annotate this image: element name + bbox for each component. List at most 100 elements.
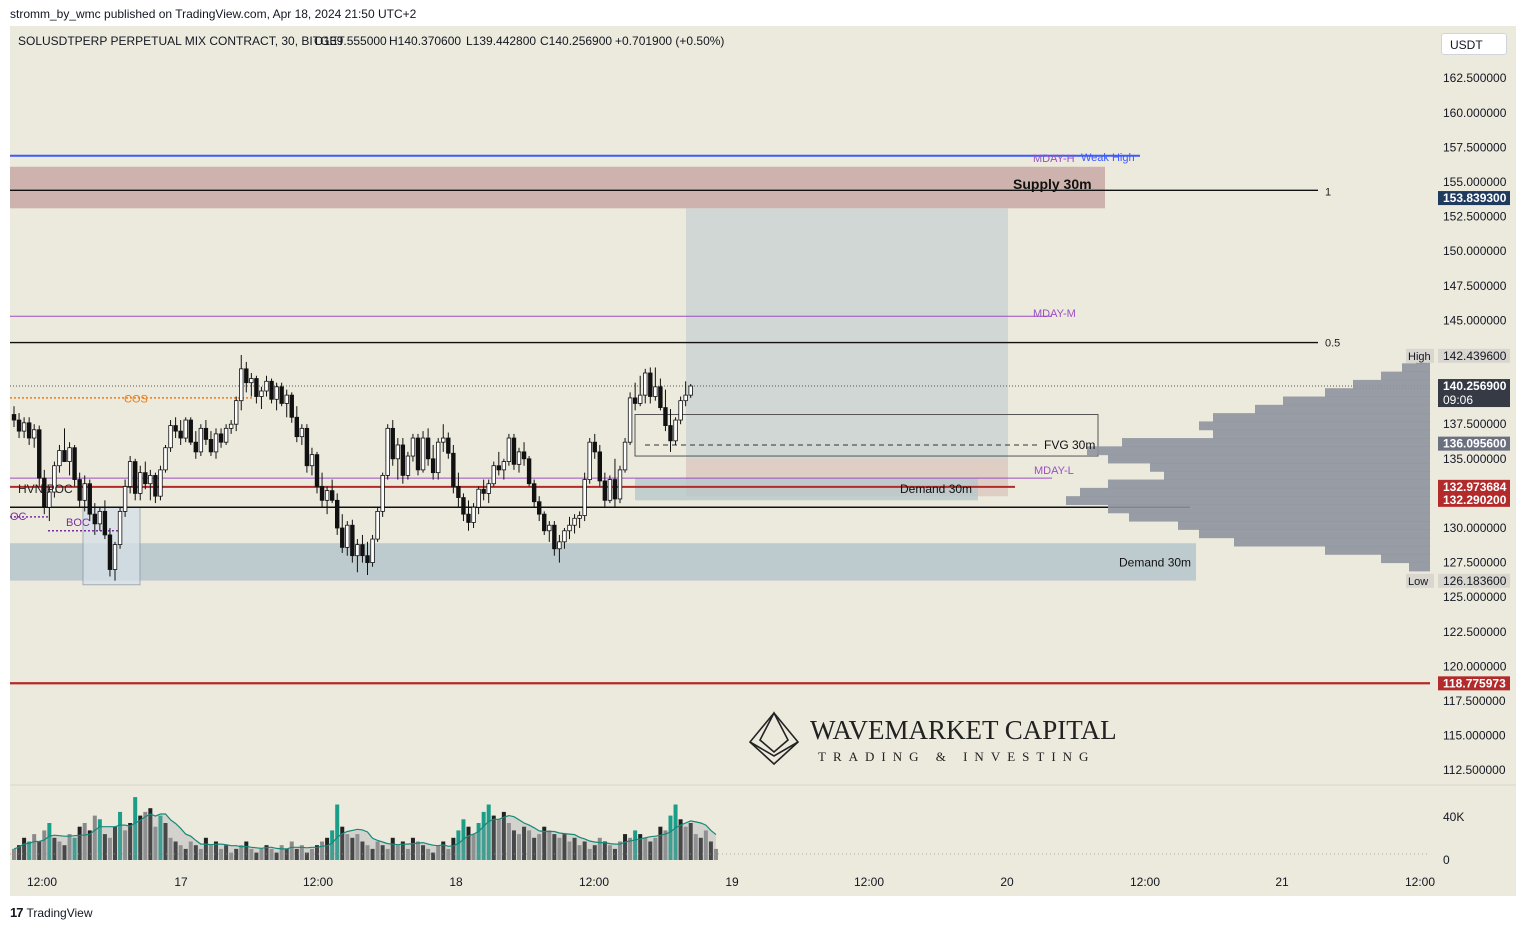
candle-body [673,419,678,442]
volume-bar [208,845,213,860]
volume-bar [229,852,234,860]
volume-bar [67,834,72,860]
candle-body [208,439,214,453]
watermark-subtitle: TRADING & INVESTING [818,749,1095,764]
price-tick-label: 112.500000 [1443,763,1506,777]
volume-bar [47,823,52,860]
volume-bar [123,830,128,860]
candle-body [304,427,310,467]
volume-bar [254,852,259,860]
candle-body [122,486,128,512]
annotation-label: BOC [66,517,90,529]
volume-bar [294,848,299,860]
time-tick-label: 12:00 [1130,875,1160,889]
price-label-text: 136.095600 [1443,437,1507,451]
currency-selector[interactable]: USDT [1441,33,1507,55]
volume-profile-bar [1087,446,1430,456]
candle-body [254,378,259,397]
candle-body [329,490,335,501]
candle-body [82,483,87,501]
candle-body [259,390,264,397]
volume-bar [511,830,516,860]
candle-body [334,499,340,529]
annotation-label: Supply 30m [1013,176,1092,192]
candle-body [531,483,537,503]
volume-bar [153,826,158,860]
price-label-bg [1438,436,1510,451]
volume-profile-bar [1199,529,1430,539]
time-tick-label: 12:00 [27,875,57,889]
volume-bar [668,815,673,860]
volume-bar [537,834,542,860]
price-tick-label: 155.000000 [1443,175,1507,189]
volume-bar [203,837,208,860]
candle-body [511,437,517,465]
candle-body [92,513,97,525]
volume-bar [52,837,57,860]
candle-body [57,450,62,467]
candle-body [127,461,133,487]
volume-tick-label: 0 [1443,853,1450,867]
volume-bar [158,815,163,860]
annotation-label: MDAY-H [1033,153,1075,165]
volume-bar [340,826,345,860]
price-tick-label: 130.000000 [1443,521,1507,535]
candle-body [279,386,284,404]
candle-body [228,423,234,429]
volume-bar [224,845,229,860]
volume-bar [178,845,183,860]
candle-body [274,386,279,400]
volume-profile-bar [1199,421,1430,431]
candle-body [430,458,436,474]
volume-profile-bar [1108,479,1430,489]
volume-bar [320,841,325,860]
candle-body [77,479,82,501]
volume-bar [385,848,390,860]
volume-bar [360,841,365,860]
candle-body [526,458,532,485]
volume-bar [491,815,496,860]
candle-body [597,451,602,482]
candle-body [562,530,567,543]
annotation-label: 0.5 [1325,338,1340,350]
candle-body [506,437,512,462]
volume-bar [102,834,107,860]
candle-body [622,441,628,471]
level-tag-bg [1406,573,1434,588]
candle-body [223,427,229,443]
candle-body [668,425,673,442]
volume-bar [638,834,643,860]
candle-body [395,444,400,460]
candle-body [203,427,209,440]
candle-body [420,437,426,471]
candle-body [11,414,17,421]
price-tick-label: 125.000000 [1443,590,1507,604]
candle-body [62,450,67,462]
candle-body [400,444,406,476]
volume-bar [118,811,123,860]
annotation-label: Demand 30m [1119,556,1191,570]
candle-body [587,441,592,480]
volume-bar [648,841,653,860]
candle-body [193,441,198,453]
demand-zone-lower [10,543,1196,581]
volume-profile-bar [1150,462,1430,472]
candle-body [405,455,411,476]
volume-bar [698,837,703,860]
volume-bar [436,845,441,860]
volume-profile-bar [1213,413,1430,422]
volume-bar [62,845,67,860]
annotation-label: Weak High [1081,152,1135,164]
volume-bar [618,841,622,860]
price-tick-label: 147.500000 [1443,279,1507,293]
candle-body [385,427,390,476]
price-tick-label: 157.500000 [1443,140,1507,154]
volume-profile-bar [1325,545,1430,555]
volume-bar [522,826,527,860]
candle-body [72,447,77,480]
candle-body [350,524,355,557]
volume-bar [219,848,224,860]
volume-bar [663,830,668,860]
candle-body [52,465,57,493]
